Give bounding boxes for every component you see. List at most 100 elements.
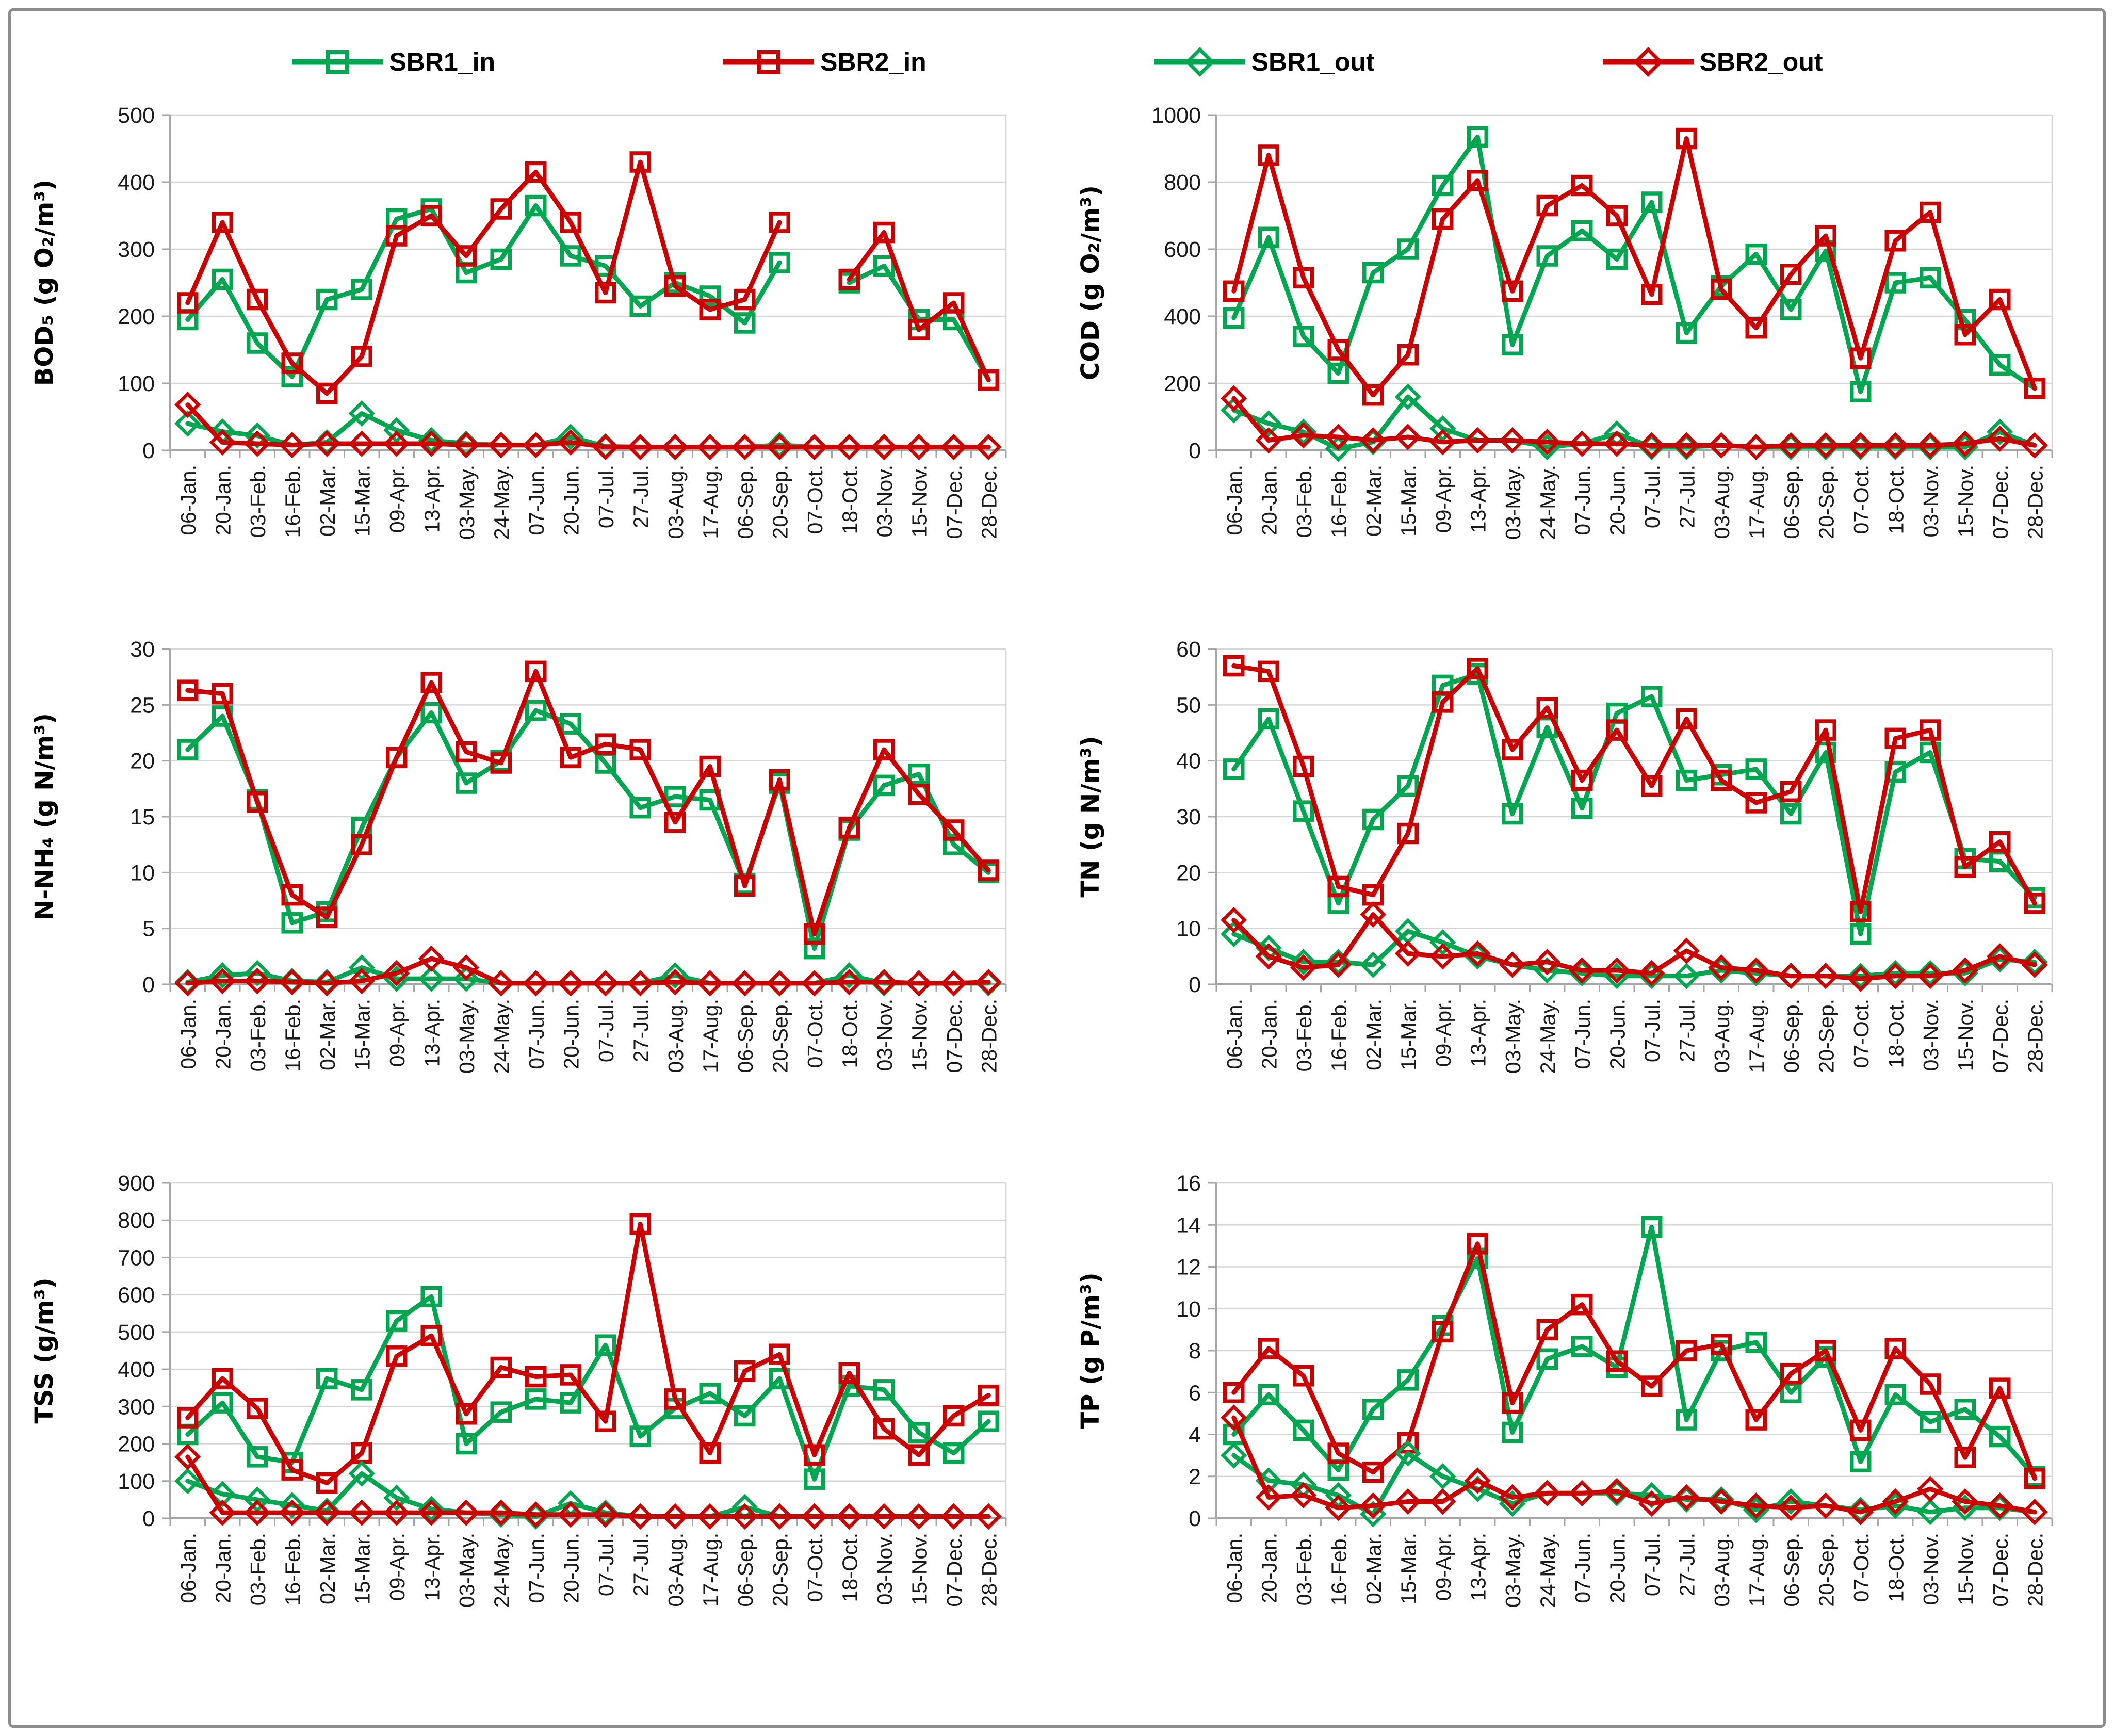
svg-text:06-Sep.: 06-Sep. bbox=[734, 465, 757, 539]
diamond-marker-icon bbox=[1154, 47, 1245, 77]
figure-panel: SBR1_in SBR2_in SBR1_out SBR2_out 0 100 200 30… bbox=[8, 8, 2106, 1728]
svg-text:15-Mar.: 15-Mar. bbox=[1396, 465, 1420, 537]
svg-text:02-Mar.: 02-Mar. bbox=[1362, 999, 1386, 1070]
svg-text:28-Dec.: 28-Dec. bbox=[2023, 1533, 2047, 1607]
svg-text:17-Aug.: 17-Aug. bbox=[1745, 465, 1768, 539]
svg-text:03-May.: 03-May. bbox=[455, 1533, 479, 1608]
svg-text:18-Oct.: 18-Oct. bbox=[1884, 999, 1908, 1068]
svg-text:20-Jan.: 20-Jan. bbox=[1257, 999, 1281, 1069]
legend-item-sbr2_in: SBR2_in bbox=[722, 44, 926, 80]
svg-text:4: 4 bbox=[1189, 1423, 1201, 1448]
svg-text:17-Aug.: 17-Aug. bbox=[698, 1533, 722, 1607]
svg-text:700: 700 bbox=[118, 1245, 155, 1270]
tn-chart: 0 10 20 30 40 50 60 06-Jan. 20-Jan. 03-Feb. 16-Feb… bbox=[1076, 637, 2053, 1074]
nnh4-chart-cell: 0 5 10 15 20 25 30 06-Jan. 20-Jan. 03-Feb. 16-Feb.… bbox=[11, 634, 1057, 1167]
svg-text:50: 50 bbox=[1176, 693, 1201, 718]
svg-text:03-Feb.: 03-Feb. bbox=[246, 465, 270, 538]
legend-item-sbr1_in: SBR1_in bbox=[291, 44, 495, 80]
svg-text:13-Apr.: 13-Apr. bbox=[420, 999, 444, 1067]
svg-text:5: 5 bbox=[142, 917, 155, 942]
svg-text:24-May.: 24-May. bbox=[490, 465, 513, 540]
svg-text:18-Oct.: 18-Oct. bbox=[838, 465, 861, 534]
charts-grid: 0 100 200 300 400 500 06-Jan. 20-Jan. 03-Feb. 16-… bbox=[11, 100, 2103, 1725]
svg-text:03-Nov.: 03-Nov. bbox=[873, 999, 897, 1072]
svg-text:06-Sep.: 06-Sep. bbox=[734, 1533, 757, 1607]
svg-text:16-Feb.: 16-Feb. bbox=[1327, 999, 1351, 1072]
svg-text:27-Jul.: 27-Jul. bbox=[1675, 1533, 1699, 1596]
svg-text:600: 600 bbox=[1164, 237, 1201, 262]
svg-text:09-Apr.: 09-Apr. bbox=[1432, 1533, 1455, 1601]
svg-text:06-Jan.: 06-Jan. bbox=[1223, 1533, 1246, 1603]
cod-y-axis-title: COD (g O₂/m³) bbox=[1076, 185, 1105, 380]
svg-text:02-Mar.: 02-Mar. bbox=[316, 465, 339, 537]
svg-text:07-Dec.: 07-Dec. bbox=[942, 465, 966, 539]
svg-text:14: 14 bbox=[1176, 1213, 1201, 1238]
tss-chart: 0 100 200 300 400 500 600 700 800 900 06-Jan. 20-Ja… bbox=[30, 1171, 1007, 1608]
svg-text:20-Jan.: 20-Jan. bbox=[1257, 1533, 1281, 1603]
svg-text:20-Jan.: 20-Jan. bbox=[211, 465, 235, 536]
svg-text:18-Oct.: 18-Oct. bbox=[1884, 465, 1908, 534]
svg-text:03-Aug.: 03-Aug. bbox=[1710, 465, 1734, 539]
svg-text:600: 600 bbox=[118, 1283, 155, 1308]
svg-text:16-Feb.: 16-Feb. bbox=[1327, 1533, 1351, 1605]
svg-text:03-Nov.: 03-Nov. bbox=[1919, 999, 1943, 1072]
svg-text:03-May.: 03-May. bbox=[455, 465, 479, 540]
svg-text:24-May.: 24-May. bbox=[1536, 465, 1559, 540]
svg-text:03-Feb.: 03-Feb. bbox=[246, 999, 270, 1072]
svg-text:500: 500 bbox=[118, 103, 155, 128]
svg-text:07-Dec.: 07-Dec. bbox=[1989, 1533, 2012, 1607]
svg-text:27-Jul.: 27-Jul. bbox=[1675, 999, 1699, 1062]
svg-text:13-Apr.: 13-Apr. bbox=[1466, 999, 1490, 1067]
svg-text:02-Mar.: 02-Mar. bbox=[316, 999, 339, 1070]
legend-label: SBR2_out bbox=[1699, 47, 1823, 76]
svg-text:06-Jan.: 06-Jan. bbox=[176, 465, 200, 536]
svg-text:16-Feb.: 16-Feb. bbox=[1327, 465, 1351, 538]
svg-text:03-May.: 03-May. bbox=[455, 999, 479, 1074]
svg-text:0: 0 bbox=[142, 972, 155, 997]
svg-text:200: 200 bbox=[1164, 371, 1201, 396]
svg-text:03-Nov.: 03-Nov. bbox=[1919, 465, 1943, 538]
svg-text:02-Mar.: 02-Mar. bbox=[1362, 1533, 1386, 1604]
svg-text:300: 300 bbox=[118, 237, 155, 262]
legend: SBR1_in SBR2_in SBR1_out SBR2_out bbox=[11, 11, 2103, 100]
legend-item-sbr2_out: SBR2_out bbox=[1602, 44, 1823, 80]
svg-text:20-Jun.: 20-Jun. bbox=[559, 1533, 583, 1603]
svg-text:20-Jun.: 20-Jun. bbox=[559, 465, 583, 536]
svg-text:07-Dec.: 07-Dec. bbox=[942, 999, 966, 1073]
cod-chart-cell: 0 200 400 600 800 1000 06-Jan. 20-Jan. 03-Feb. 16… bbox=[1057, 100, 2103, 634]
svg-text:07-Jul.: 07-Jul. bbox=[594, 465, 618, 528]
nnh4-y-axis-title: N-NH₄ (g N/m³) bbox=[30, 713, 59, 920]
svg-text:07-Jul.: 07-Jul. bbox=[594, 1533, 618, 1596]
svg-text:15-Nov.: 15-Nov. bbox=[1954, 1533, 1977, 1605]
svg-text:15: 15 bbox=[130, 805, 155, 830]
svg-text:24-May.: 24-May. bbox=[1536, 1533, 1559, 1608]
svg-text:03-Feb.: 03-Feb. bbox=[1292, 1533, 1316, 1605]
legend-item-sbr1_out: SBR1_out bbox=[1153, 44, 1375, 80]
svg-text:27-Jul.: 27-Jul. bbox=[629, 465, 653, 528]
svg-text:20-Jun.: 20-Jun. bbox=[1605, 1533, 1629, 1603]
svg-text:15-Nov.: 15-Nov. bbox=[907, 1533, 931, 1605]
svg-text:15-Mar.: 15-Mar. bbox=[350, 1533, 374, 1604]
svg-text:16-Feb.: 16-Feb. bbox=[281, 999, 304, 1072]
svg-text:03-Feb.: 03-Feb. bbox=[246, 1533, 270, 1605]
svg-text:06-Jan.: 06-Jan. bbox=[176, 999, 200, 1069]
svg-text:06-Sep.: 06-Sep. bbox=[734, 999, 757, 1073]
svg-text:500: 500 bbox=[118, 1320, 155, 1345]
svg-text:27-Jul.: 27-Jul. bbox=[629, 999, 653, 1062]
svg-text:28-Dec.: 28-Dec. bbox=[977, 465, 1001, 539]
svg-text:12: 12 bbox=[1176, 1255, 1201, 1280]
svg-text:03-Aug.: 03-Aug. bbox=[664, 465, 688, 539]
svg-text:28-Dec.: 28-Dec. bbox=[977, 999, 1001, 1073]
svg-text:40: 40 bbox=[1176, 749, 1201, 774]
svg-text:10: 10 bbox=[1176, 917, 1201, 942]
svg-text:15-Nov.: 15-Nov. bbox=[1954, 999, 1977, 1072]
svg-text:07-Jun.: 07-Jun. bbox=[525, 465, 548, 536]
legend-label: SBR1_out bbox=[1251, 47, 1375, 76]
svg-text:20: 20 bbox=[1176, 861, 1201, 885]
svg-text:18-Oct.: 18-Oct. bbox=[838, 999, 861, 1068]
svg-text:06-Sep.: 06-Sep. bbox=[1780, 465, 1803, 539]
svg-text:17-Aug.: 17-Aug. bbox=[1745, 999, 1768, 1073]
svg-text:06-Jan.: 06-Jan. bbox=[1223, 999, 1246, 1069]
svg-text:15-Mar.: 15-Mar. bbox=[350, 999, 374, 1070]
svg-text:06-Sep.: 06-Sep. bbox=[1780, 999, 1803, 1073]
